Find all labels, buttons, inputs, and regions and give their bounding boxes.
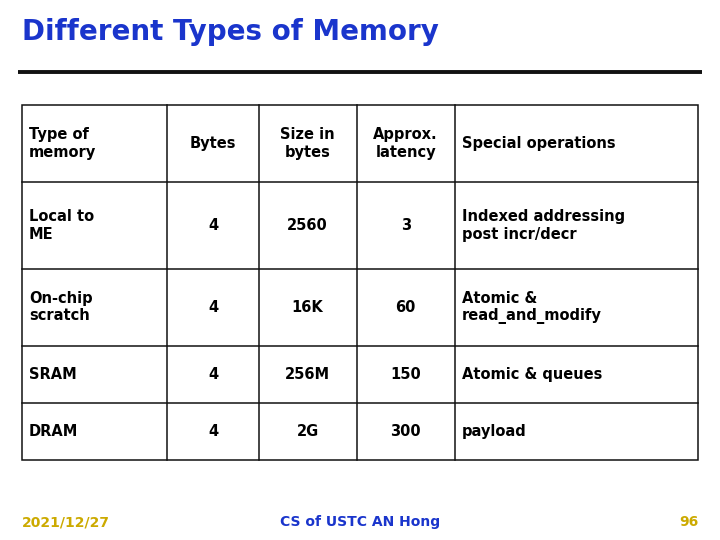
Text: Atomic & queues: Atomic & queues xyxy=(462,367,602,382)
Text: 60: 60 xyxy=(395,300,416,315)
Text: 256M: 256M xyxy=(285,367,330,382)
Text: 3: 3 xyxy=(400,218,410,233)
Text: 4: 4 xyxy=(208,424,218,439)
Text: 150: 150 xyxy=(390,367,421,382)
Text: Size in
bytes: Size in bytes xyxy=(280,127,335,159)
Text: 2021/12/27: 2021/12/27 xyxy=(22,515,110,529)
Text: CS of USTC AN Hong: CS of USTC AN Hong xyxy=(280,515,440,529)
Text: Local to
ME: Local to ME xyxy=(29,209,94,241)
Text: SRAM: SRAM xyxy=(29,367,77,382)
Bar xyxy=(22,105,698,460)
Text: 4: 4 xyxy=(208,218,218,233)
Text: 4: 4 xyxy=(208,367,218,382)
Text: 4: 4 xyxy=(208,300,218,315)
Text: Different Types of Memory: Different Types of Memory xyxy=(22,18,439,46)
Text: 2560: 2560 xyxy=(287,218,328,233)
Text: On-chip
scratch: On-chip scratch xyxy=(29,291,93,323)
Text: Approx.
latency: Approx. latency xyxy=(373,127,438,159)
Text: Special operations: Special operations xyxy=(462,136,616,151)
Text: Bytes: Bytes xyxy=(190,136,236,151)
Text: Indexed addressing
post incr/decr: Indexed addressing post incr/decr xyxy=(462,209,625,241)
Text: 16K: 16K xyxy=(292,300,323,315)
Text: 96: 96 xyxy=(679,515,698,529)
Text: 2G: 2G xyxy=(297,424,319,439)
Text: payload: payload xyxy=(462,424,526,439)
Text: DRAM: DRAM xyxy=(29,424,78,439)
Text: Atomic &
read_and_modify: Atomic & read_and_modify xyxy=(462,291,601,324)
Text: 300: 300 xyxy=(390,424,421,439)
Text: Type of
memory: Type of memory xyxy=(29,127,96,159)
